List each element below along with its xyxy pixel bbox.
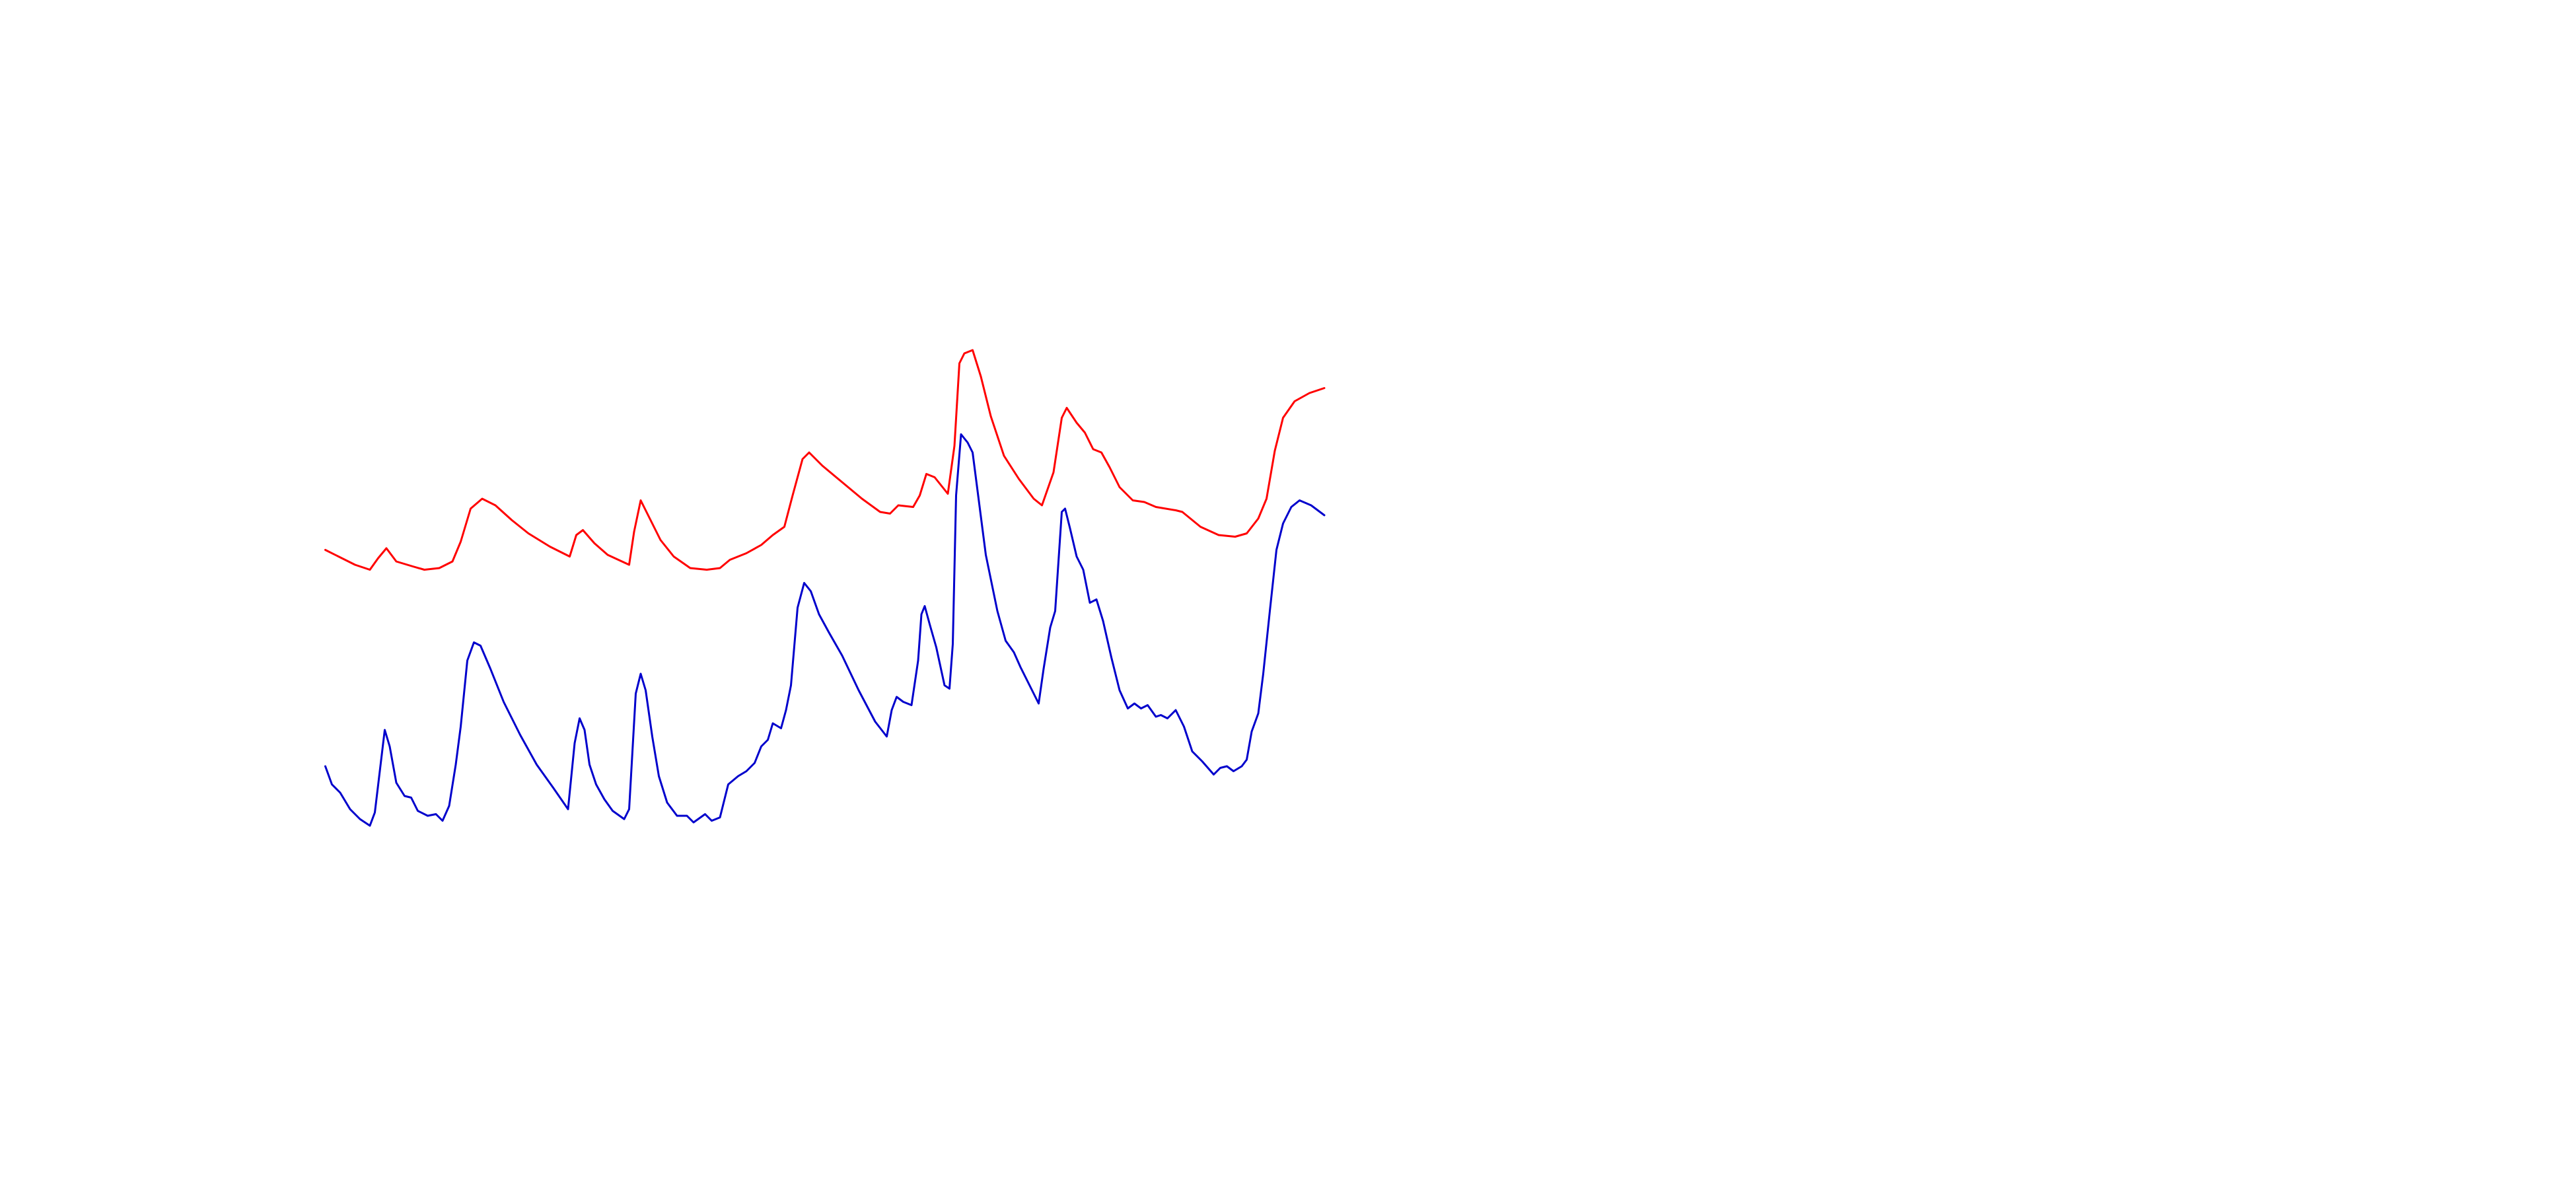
line-series <box>324 433 1326 827</box>
line-series <box>324 349 1326 571</box>
